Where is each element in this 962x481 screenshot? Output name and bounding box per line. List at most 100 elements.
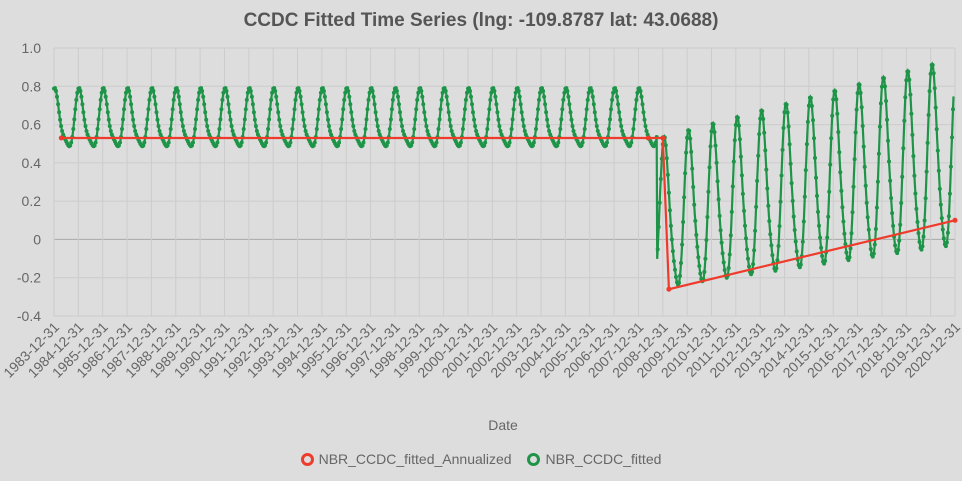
point-fitted	[97, 107, 102, 112]
point-fitted	[632, 117, 637, 122]
point-fitted	[826, 214, 831, 219]
point-fitted	[226, 102, 231, 107]
point-fitted	[813, 156, 817, 160]
point-fitted	[266, 127, 271, 131]
point-fitted	[747, 264, 751, 269]
point-fitted	[69, 140, 74, 145]
point-fitted	[144, 127, 149, 131]
point-fitted	[248, 89, 253, 93]
point-fitted	[948, 164, 953, 169]
point-fitted	[219, 107, 224, 112]
point-fitted	[205, 124, 210, 129]
point-fitted	[537, 97, 541, 102]
point-fitted	[610, 97, 615, 102]
point-fitted	[860, 124, 865, 128]
point-fitted	[544, 110, 549, 115]
point-fitted	[671, 259, 676, 264]
point-fitted	[768, 232, 773, 237]
legend-item-annualized[interactable]: NBR_CCDC_fitted_Annualized	[300, 451, 512, 467]
point-fitted	[230, 129, 235, 133]
point-fitted	[419, 89, 424, 93]
point-fitted	[717, 213, 722, 218]
point-fitted	[560, 107, 565, 112]
point-fitted	[635, 90, 640, 95]
point-fitted	[695, 244, 700, 249]
point-fitted	[414, 107, 419, 112]
point-fitted	[228, 117, 233, 122]
point-fitted	[496, 117, 501, 122]
point-fitted	[934, 127, 939, 132]
point-fitted	[828, 162, 833, 167]
point-fitted	[170, 107, 175, 112]
point-fitted	[694, 232, 699, 237]
point-fitted	[788, 161, 793, 166]
legend: NBR_CCDC_fitted_Annualized NBR_CCDC_fitt…	[0, 451, 962, 469]
legend-marker-fitted-icon	[527, 452, 541, 466]
point-fitted	[682, 195, 687, 200]
point-fitted	[883, 84, 887, 89]
point-fitted	[314, 127, 319, 131]
point-fitted	[273, 89, 278, 93]
point-fitted	[858, 90, 863, 95]
point-fitted	[424, 124, 429, 129]
point-fitted	[251, 110, 256, 115]
point-fitted	[191, 140, 195, 145]
point-fitted	[324, 110, 329, 115]
point-fitted	[361, 140, 366, 145]
point-fitted	[786, 124, 791, 129]
point-fitted	[895, 251, 900, 256]
point-fitted	[446, 110, 451, 115]
point-fitted	[951, 107, 955, 112]
point-fitted	[181, 129, 186, 133]
point-fitted	[220, 97, 225, 102]
point-fitted	[696, 255, 701, 260]
point-fitted	[785, 110, 790, 115]
point-fitted	[793, 239, 798, 244]
y-tick-label: -0.2	[17, 270, 41, 286]
point-fitted	[857, 82, 862, 87]
point-fitted	[217, 127, 222, 131]
point-fitted	[680, 242, 685, 247]
legend-item-fitted[interactable]: NBR_CCDC_fitted	[527, 451, 661, 467]
point-fitted	[468, 89, 472, 93]
point-fitted	[924, 169, 929, 174]
point-fitted	[721, 260, 726, 265]
point-fitted	[757, 132, 762, 137]
point-fitted	[108, 129, 113, 133]
point-fitted	[485, 127, 490, 131]
y-tick-label: 0.2	[22, 193, 42, 209]
point-fitted	[510, 117, 515, 122]
point-fitted	[690, 166, 695, 171]
point-fitted	[536, 107, 540, 112]
point-fitted	[389, 107, 394, 112]
point-fitted	[617, 110, 622, 115]
y-tick-label: -0.4	[17, 308, 41, 324]
legend-marker-annualized-icon	[300, 452, 314, 466]
point-fitted	[445, 102, 450, 107]
point-fitted	[800, 239, 805, 244]
point-fitted	[200, 89, 205, 93]
point-fitted	[697, 264, 702, 268]
point-fitted	[201, 94, 206, 99]
series-line-annualized	[61, 136, 956, 291]
point-fitted	[558, 127, 563, 131]
point-fitted	[301, 117, 306, 122]
point-fitted	[939, 216, 944, 221]
point-fitted	[865, 215, 870, 220]
point-fitted	[96, 117, 101, 122]
point-fitted	[177, 102, 182, 107]
point-fitted	[193, 127, 197, 131]
point-fitted	[423, 117, 428, 122]
point-fitted	[348, 102, 353, 107]
point-fitted	[447, 117, 452, 122]
point-fitted	[801, 219, 806, 224]
point-fitted	[766, 203, 771, 208]
point-fitted	[194, 117, 198, 122]
point-fitted	[346, 89, 351, 93]
point-fitted	[678, 273, 682, 278]
point-fitted	[531, 140, 536, 145]
point-fitted	[688, 136, 693, 141]
point-fitted	[517, 94, 522, 99]
point-fitted	[436, 127, 441, 131]
point-fitted	[439, 97, 444, 102]
